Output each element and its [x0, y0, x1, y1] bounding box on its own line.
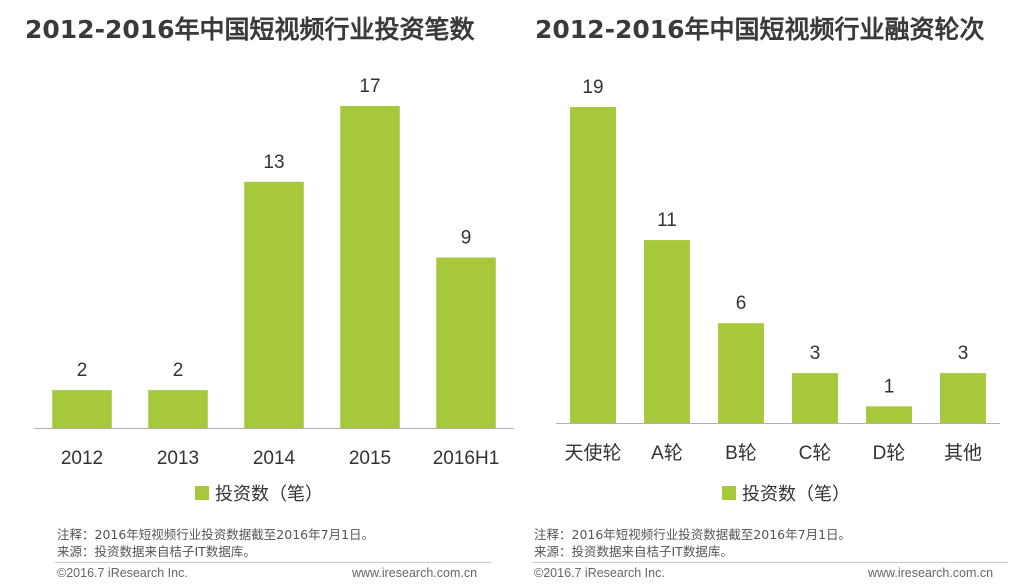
chart-note: 注释：2016年短视频行业投资数据截至2016年7月1日。 来源：投资数据来自桔… — [534, 526, 851, 560]
x-tick-label: C轮 — [799, 442, 832, 464]
website-link[interactable]: www.iresearch.com.cn — [868, 566, 994, 580]
source-line: 来源：投资数据来自桔子IT数据库。 — [534, 544, 733, 559]
data-label: 3 — [958, 343, 969, 364]
note-line: 注释：2016年短视频行业投资数据截至2016年7月1日。 — [57, 527, 375, 542]
chart-panel-funding-rounds: 2012-2016年中国短视频行业融资轮次 19 天使轮 11 A轮 6 B轮 3 C轮 1 D轮… — [510, 0, 1009, 586]
data-label: 2 — [173, 360, 184, 381]
legend-swatch — [195, 486, 209, 500]
footer-divider — [532, 562, 1008, 563]
x-tick-label: A轮 — [651, 442, 683, 464]
x-tick-label: 2012 — [61, 448, 103, 469]
x-tick-label: B轮 — [725, 442, 757, 464]
x-tick-label: D轮 — [873, 442, 906, 464]
bar — [940, 373, 986, 423]
copyright-text: ©2016.7 iResearch Inc. — [57, 566, 188, 580]
legend-label: 投资数（笔） — [215, 484, 323, 505]
chart-panel-investment-count: 2012-2016年中国短视频行业投资笔数 2 2012 2 2013 13 2014 17… — [25, 15, 514, 580]
x-tick-label: 2016H1 — [433, 448, 500, 469]
chart-title: 2012-2016年中国短视频行业融资轮次 — [535, 15, 985, 44]
source-line: 来源：投资数据来自桔子IT数据库。 — [57, 544, 256, 559]
bar — [148, 390, 208, 428]
data-label: 2 — [77, 360, 88, 381]
bar — [436, 257, 496, 428]
footer-divider — [55, 562, 491, 563]
bar-chart-investment-count: 2 2012 2 2013 13 2014 17 2015 9 2016H1 — [34, 76, 514, 469]
website-link[interactable]: www.iresearch.com.cn — [352, 566, 478, 580]
legend-swatch — [722, 486, 736, 500]
chart-legend: 投资数（笔） — [722, 480, 850, 506]
x-tick-label: 2015 — [349, 448, 391, 469]
bar — [644, 240, 690, 423]
bar — [866, 406, 912, 423]
data-label: 17 — [359, 76, 380, 97]
bar — [792, 373, 838, 423]
chart-title: 2012-2016年中国短视频行业投资笔数 — [25, 15, 475, 44]
x-tick-label: 2013 — [157, 448, 199, 469]
chart-legend: 投资数（笔） — [195, 480, 323, 506]
chart-note: 注释：2016年短视频行业投资数据截至2016年7月1日。 来源：投资数据来自桔… — [57, 526, 374, 560]
data-label: 19 — [582, 77, 603, 98]
bar — [52, 390, 112, 428]
x-tick-label: 天使轮 — [564, 442, 621, 464]
bar — [340, 106, 400, 428]
x-tick-label: 其他 — [944, 442, 982, 464]
bar — [718, 323, 764, 423]
copyright-text: ©2016.7 iResearch Inc. — [534, 566, 665, 580]
bar — [570, 107, 616, 423]
bar — [244, 181, 304, 428]
data-label: 11 — [657, 210, 677, 231]
data-label: 3 — [810, 343, 821, 364]
data-label: 1 — [884, 376, 895, 397]
x-tick-label: 2014 — [253, 448, 296, 469]
bar-chart-funding-rounds: 19 天使轮 11 A轮 6 B轮 3 C轮 1 D轮 3 其他 — [556, 77, 1000, 464]
data-label: 9 — [461, 228, 472, 249]
data-label: 13 — [263, 152, 284, 173]
data-label: 6 — [736, 293, 747, 314]
note-line: 注释：2016年短视频行业投资数据截至2016年7月1日。 — [534, 527, 852, 542]
legend-label: 投资数（笔） — [742, 484, 850, 505]
